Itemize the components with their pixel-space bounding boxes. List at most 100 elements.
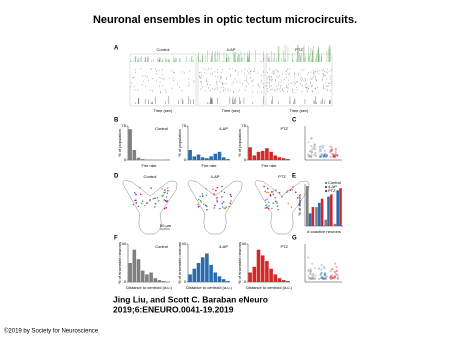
neuron [153,206,156,208]
x-axis-label: Time (sec) [222,108,241,113]
dot [326,155,328,158]
neuron [157,200,160,202]
neuron [292,186,294,188]
bar [209,156,213,160]
neuron [140,193,142,195]
dot [309,271,311,274]
brain-outline [254,180,310,235]
dot [322,145,325,147]
dot [312,153,315,156]
dot [329,156,332,158]
bar [140,270,145,282]
bar [281,158,286,160]
neuron [274,196,277,199]
dot [310,137,312,140]
neuron [206,205,208,207]
bar [248,272,252,282]
bar [256,151,261,160]
neuron [272,193,275,196]
bar [330,194,333,226]
bar [145,274,149,282]
dot [334,273,337,275]
dot [324,272,327,275]
y-tick-label: 75 [122,123,127,128]
y-tick-label: 0 [244,279,247,284]
neuron [132,203,135,206]
dot [334,275,337,278]
neuron [276,202,278,204]
neuron [267,207,270,210]
dot [336,269,338,272]
y-tick-label: 40 [182,241,187,246]
dot [322,153,325,156]
legend-swatch [325,190,327,192]
dot [329,275,332,278]
bar [140,159,145,160]
neuron [149,198,152,201]
neuron [202,195,204,197]
dot [329,145,332,148]
neuron [221,196,223,198]
dot [336,278,339,280]
neuron [135,193,137,196]
bar [209,264,213,282]
neuron [228,205,230,208]
bar [226,159,230,160]
neuron [199,195,201,198]
trace-frame [129,53,197,107]
neuron [165,196,168,198]
dot [312,146,315,149]
condition-label: PTZ [278,174,286,179]
neuron [223,207,226,209]
neuron [229,202,232,205]
y-axis-label: % of ensemble neurons [237,242,242,284]
panel-label: G [292,236,297,242]
neuron [163,207,166,210]
dot [314,148,317,151]
y-axis-label: % of frames [297,194,302,215]
dot [334,271,337,273]
citation-reference: 2019;6:ENEURO.0041-19.2019 [113,304,234,314]
neuron [152,198,155,200]
y-tick-label: 0 [244,157,247,162]
neuron [229,193,232,196]
bar [256,249,261,282]
y-axis-label: % of population [177,129,182,157]
dot [336,155,339,157]
dot [321,146,324,149]
dot [325,156,327,158]
bar [273,274,278,282]
dot [326,154,328,157]
bar [205,158,209,160]
neuron [215,189,217,192]
dot [311,148,313,151]
bar [196,154,201,160]
neuron [225,206,228,208]
neuron [272,202,275,204]
dot [322,277,324,280]
y-tick-label: 75 [242,123,247,128]
neuron [146,202,148,205]
neuron [197,198,200,201]
bar [320,198,324,226]
copyright: ©2019 by Society for Neuroscience [4,328,99,335]
neuron [281,196,283,198]
bar [213,153,218,160]
bar [336,190,339,226]
neuron [166,187,169,190]
neuron [144,204,146,207]
neuron [161,195,163,198]
neuron [165,200,168,203]
neuron [221,185,223,188]
neuron [165,206,168,209]
dot [313,267,316,269]
panel-label: F [114,236,118,242]
neuron [167,189,169,192]
dot [313,145,316,147]
dot [307,256,309,259]
legend-swatch [325,182,327,184]
neuron [219,207,221,210]
dot [310,273,313,276]
dot [322,266,325,268]
neuron [269,195,272,197]
